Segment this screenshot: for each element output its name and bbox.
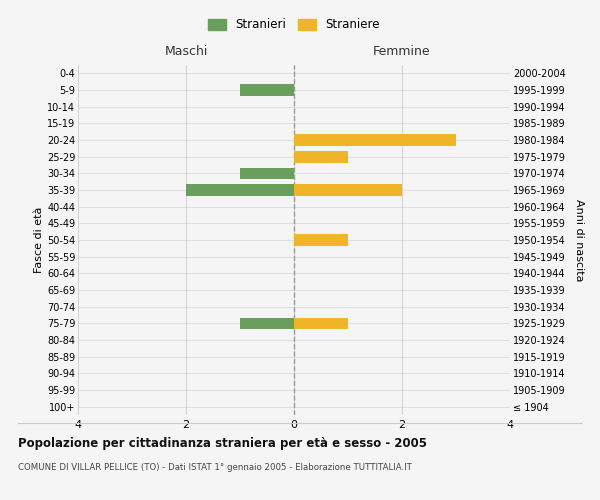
Bar xyxy=(240,168,294,179)
Bar xyxy=(240,318,294,329)
Bar xyxy=(240,84,294,96)
Text: COMUNE DI VILLAR PELLICE (TO) - Dati ISTAT 1° gennaio 2005 - Elaborazione TUTTIT: COMUNE DI VILLAR PELLICE (TO) - Dati IST… xyxy=(18,464,412,472)
Text: Popolazione per cittadinanza straniera per età e sesso - 2005: Popolazione per cittadinanza straniera p… xyxy=(18,437,427,450)
Y-axis label: Anni di nascita: Anni di nascita xyxy=(574,198,584,281)
Bar xyxy=(186,184,294,196)
Bar xyxy=(294,151,348,162)
Text: Femmine: Femmine xyxy=(373,45,431,58)
Bar xyxy=(294,134,456,146)
Bar xyxy=(294,184,402,196)
Y-axis label: Fasce di età: Fasce di età xyxy=(34,207,44,273)
Legend: Stranieri, Straniere: Stranieri, Straniere xyxy=(205,15,383,35)
Bar xyxy=(294,234,348,246)
Text: Maschi: Maschi xyxy=(164,45,208,58)
Bar xyxy=(294,318,348,329)
